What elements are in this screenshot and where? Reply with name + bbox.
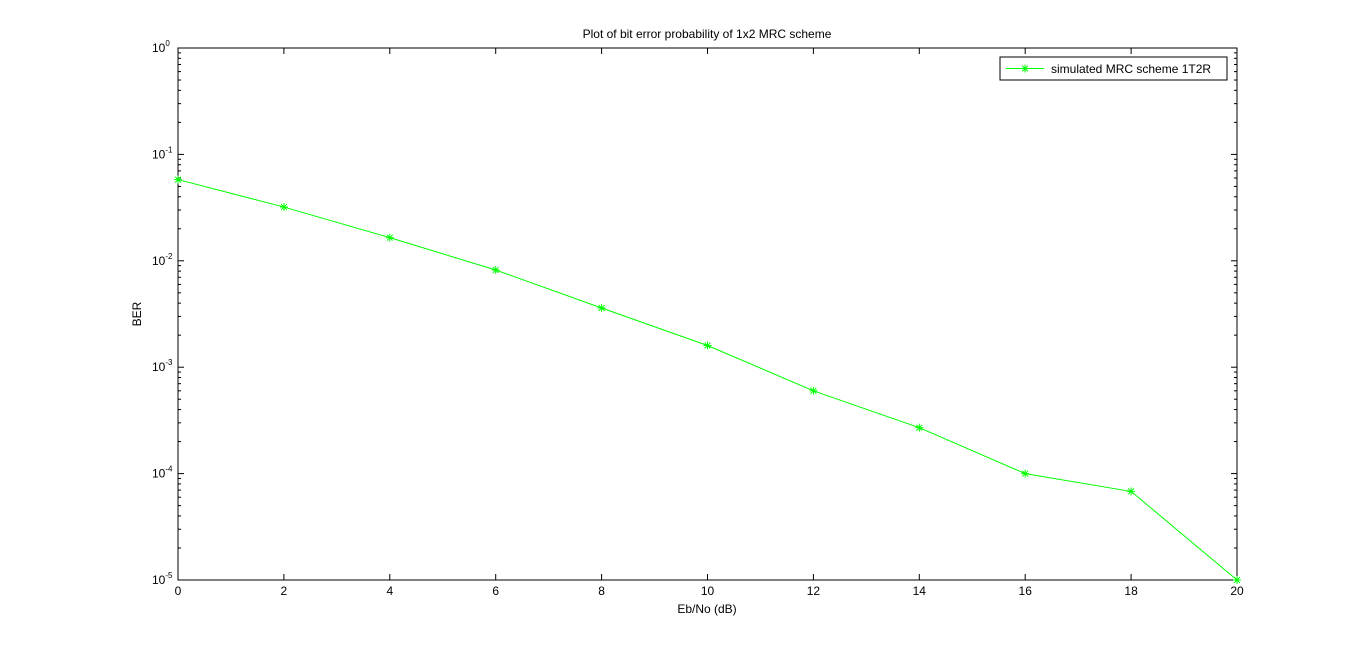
y-tick-label: 10-4 bbox=[152, 465, 173, 481]
x-tick-label: 2 bbox=[281, 584, 288, 598]
data-point bbox=[1021, 469, 1030, 478]
y-axis-ticks: 100 10-1 10-2 10-3 10-4 10-5 bbox=[152, 39, 1237, 587]
data-point bbox=[491, 265, 500, 274]
chart-title: Plot of bit error probability of 1x2 MRC… bbox=[583, 27, 832, 41]
x-tick-label: 8 bbox=[598, 584, 605, 598]
y-axis-label: BER bbox=[130, 301, 144, 326]
y-tick-label: 10-3 bbox=[152, 358, 173, 374]
x-tick-label: 14 bbox=[913, 584, 927, 598]
x-axis-label: Eb/No (dB) bbox=[677, 602, 736, 616]
x-tick-label: 4 bbox=[386, 584, 393, 598]
y-tick-label: 100 bbox=[152, 39, 170, 55]
legend-label: simulated MRC scheme 1T2R bbox=[1051, 62, 1211, 76]
data-point bbox=[1127, 487, 1136, 496]
data-point bbox=[1233, 576, 1241, 584]
x-tick-label: 0 bbox=[175, 584, 182, 598]
legend-marker-asterisk bbox=[1021, 64, 1029, 73]
y-tick-label: 10-1 bbox=[152, 145, 173, 161]
data-point bbox=[385, 233, 394, 242]
y-tick-label: 10-2 bbox=[152, 252, 173, 268]
legend-box bbox=[999, 56, 1228, 81]
plot-area bbox=[177, 47, 1238, 581]
data-point bbox=[174, 175, 182, 184]
legend: simulated MRC scheme 1T2R bbox=[999, 56, 1228, 81]
y-tick-label: 10-5 bbox=[152, 571, 173, 587]
data-point bbox=[597, 304, 606, 313]
data-point bbox=[915, 423, 924, 432]
x-axis-ticks: 0 2 4 6 8 10 12 14 16 18 20 bbox=[175, 48, 1244, 598]
data-point bbox=[703, 341, 712, 350]
series-layer bbox=[174, 175, 1241, 584]
data-point bbox=[809, 386, 818, 395]
x-tick-label: 16 bbox=[1019, 584, 1033, 598]
x-tick-label: 18 bbox=[1124, 584, 1138, 598]
x-tick-label: 12 bbox=[807, 584, 821, 598]
x-tick-label: 10 bbox=[701, 584, 715, 598]
x-tick-label: 20 bbox=[1230, 584, 1244, 598]
legend-marker bbox=[1021, 64, 1029, 73]
data-point bbox=[279, 203, 288, 212]
x-tick-label: 6 bbox=[492, 584, 499, 598]
